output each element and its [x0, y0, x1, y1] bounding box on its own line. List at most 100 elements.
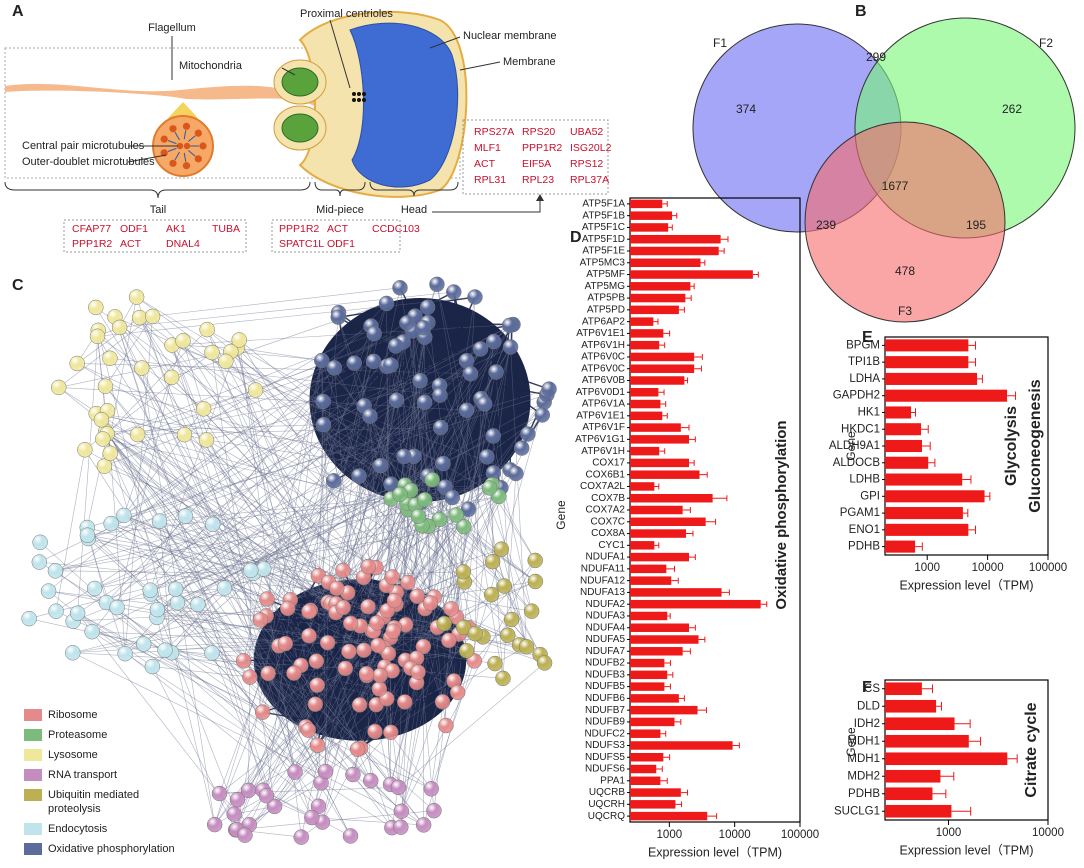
node	[134, 360, 150, 376]
error-bar	[936, 701, 942, 711]
edge	[172, 324, 514, 346]
node	[508, 465, 524, 482]
edge	[97, 336, 214, 525]
bar	[885, 682, 922, 696]
edge	[237, 670, 393, 800]
node	[21, 610, 37, 627]
edge	[374, 333, 494, 343]
edge	[265, 303, 387, 617]
node	[388, 392, 405, 408]
node	[467, 625, 483, 642]
venn-count: 239	[816, 218, 836, 232]
x-tick-label: 1000	[914, 562, 940, 574]
error-bar	[718, 248, 725, 254]
node	[351, 468, 367, 484]
error-bar	[680, 789, 689, 796]
node	[309, 737, 326, 753]
edge	[237, 347, 527, 648]
edge	[373, 333, 441, 387]
y-tick-label: NDUFB2	[585, 658, 625, 669]
node	[423, 781, 439, 797]
x-tick-label: 1000	[657, 829, 683, 841]
y-tick-label: ATP6V1H	[581, 446, 625, 457]
node	[205, 516, 221, 533]
node	[300, 722, 317, 738]
node	[32, 534, 48, 551]
venn-count: 478	[895, 264, 915, 278]
edge	[139, 317, 172, 378]
edge	[104, 434, 185, 467]
y-tick-label: ATP5F1D	[582, 234, 625, 245]
y-tick-label: NDUFA1	[586, 552, 626, 563]
edge	[266, 360, 323, 796]
error-bar	[666, 565, 676, 572]
edge	[91, 515, 186, 632]
venn-count: 262	[1002, 102, 1022, 116]
annotation: Oxidative phosphorylation	[773, 420, 790, 609]
node	[243, 562, 259, 579]
edge	[175, 588, 476, 634]
gene-label: ACT	[474, 158, 496, 170]
legend-label: Lysosome	[48, 749, 98, 761]
gene-box	[63, 219, 247, 253]
node	[476, 396, 493, 412]
node	[372, 457, 389, 474]
edge	[384, 650, 467, 668]
y-tick-label: NDUFA7	[586, 646, 626, 657]
bar	[630, 599, 761, 609]
edge	[399, 324, 514, 495]
edge	[266, 598, 296, 773]
node	[95, 431, 111, 447]
bar	[885, 490, 985, 503]
legend-label: Endocytosis	[48, 823, 108, 835]
edge	[316, 644, 379, 746]
error-bar	[664, 683, 671, 690]
y-tick-label: GAPDH2	[833, 390, 880, 402]
set-label: F2	[1039, 36, 1053, 50]
edge	[106, 587, 225, 603]
y-tick-label: PDHB	[848, 788, 880, 800]
bar	[630, 470, 700, 479]
bar	[885, 439, 923, 453]
doublet	[194, 129, 202, 137]
annotation: Gluconeogenesis	[1027, 379, 1044, 512]
node	[235, 653, 252, 669]
node	[252, 612, 269, 628]
edge	[105, 431, 393, 828]
edge	[91, 631, 393, 828]
error-bar	[1007, 391, 1017, 400]
error-bar	[968, 525, 976, 535]
node	[446, 284, 462, 300]
y-tick-label: NDUFB7	[585, 705, 625, 716]
node	[129, 426, 146, 443]
node	[102, 445, 118, 462]
error-bar	[663, 754, 671, 761]
bar	[630, 293, 686, 303]
node	[412, 372, 428, 389]
gene-label: ODF1	[120, 223, 148, 235]
y-tick-label: NDUFA13	[580, 587, 625, 598]
doublet	[169, 125, 177, 133]
node	[483, 586, 500, 603]
y-tick-label: COX17	[592, 458, 625, 469]
edge	[106, 329, 208, 435]
label: Membrane	[503, 56, 556, 68]
node	[254, 704, 271, 720]
pointer	[329, 19, 351, 89]
error-bar	[921, 425, 929, 434]
network	[21, 276, 557, 845]
y-tick-label: UQCRB	[589, 787, 625, 798]
bar	[630, 317, 654, 326]
gene-label: MLF1	[474, 142, 501, 154]
error-bar	[915, 542, 923, 551]
legend-swatch	[24, 769, 42, 781]
error-bar	[689, 624, 696, 631]
spoke	[174, 131, 180, 141]
edge	[322, 499, 425, 823]
node	[89, 328, 106, 345]
node	[360, 558, 377, 575]
edge	[441, 640, 450, 702]
edge	[137, 367, 335, 435]
edge	[337, 312, 360, 477]
centrioles	[352, 92, 366, 102]
